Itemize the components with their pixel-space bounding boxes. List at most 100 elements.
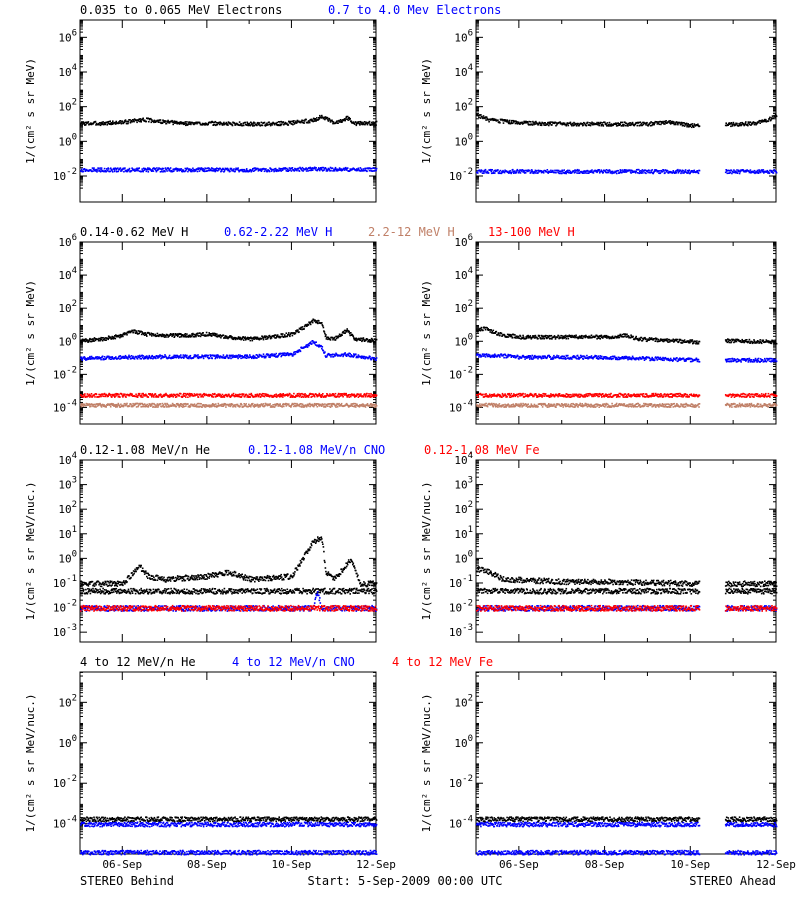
data-point (534, 169, 537, 172)
data-point (237, 337, 239, 340)
data-point (663, 120, 666, 123)
data-point (569, 170, 572, 173)
data-point (126, 170, 129, 173)
data-point (113, 336, 115, 338)
data-point (532, 120, 534, 123)
data-point (193, 122, 196, 124)
data-point (739, 122, 742, 124)
data-point (254, 122, 256, 124)
data-point (98, 356, 100, 358)
data-point (587, 170, 589, 172)
data-point (331, 120, 334, 123)
data-point (127, 330, 130, 333)
data-point (182, 395, 184, 398)
data-point (335, 335, 337, 338)
data-point (101, 393, 104, 395)
data-point (241, 124, 244, 127)
data-point (184, 355, 186, 357)
data-point (276, 335, 278, 337)
data-point (137, 119, 139, 121)
data-point (345, 329, 348, 332)
data-point (154, 120, 156, 122)
data-point (626, 123, 629, 126)
data-point (139, 355, 142, 358)
data-point (320, 167, 322, 169)
data-point (574, 169, 576, 171)
data-point (587, 121, 589, 124)
data-point (138, 356, 140, 358)
data-point (531, 124, 534, 126)
data-point (373, 170, 375, 172)
data-point (353, 338, 356, 341)
data-point (557, 169, 560, 172)
data-point (185, 356, 188, 358)
data-point (686, 125, 688, 128)
data-point (93, 169, 96, 172)
data-point (244, 354, 247, 356)
data-point (231, 336, 233, 338)
data-point (592, 122, 594, 124)
data-point (672, 122, 675, 125)
data-point (273, 123, 276, 126)
data-point (164, 170, 166, 173)
data-point (252, 402, 254, 405)
data-point (561, 123, 564, 125)
data-point (478, 116, 480, 118)
data-point (151, 402, 154, 405)
data-point (755, 123, 757, 126)
data-point (286, 122, 288, 125)
data-point (176, 335, 179, 338)
data-point (317, 168, 320, 171)
data-point (178, 332, 180, 335)
data-point (634, 170, 636, 173)
data-point (535, 172, 537, 174)
data-point (280, 120, 282, 123)
data-point (136, 121, 138, 124)
data-point (750, 123, 753, 126)
data-point (367, 340, 369, 343)
data-point (148, 332, 151, 335)
data-point (256, 357, 258, 359)
data-point (152, 167, 154, 170)
data-point (370, 358, 373, 361)
data-point (193, 170, 195, 173)
data-point (623, 169, 626, 171)
data-point (129, 331, 132, 334)
data-point (119, 358, 121, 360)
data-point (749, 171, 751, 173)
data-point (586, 172, 588, 174)
legend-label: 0.035 to 0.065 MeV Electrons (80, 3, 282, 17)
data-point (748, 122, 750, 124)
data-point (188, 121, 190, 123)
data-point (363, 169, 366, 172)
data-point (771, 115, 774, 117)
data-point (494, 172, 496, 174)
data-point (511, 171, 513, 174)
data-point (761, 120, 764, 123)
data-point (311, 169, 314, 171)
data-point (343, 118, 346, 120)
data-point (348, 331, 350, 333)
data-point (519, 172, 522, 174)
data-point (617, 123, 620, 125)
data-point (221, 170, 223, 172)
data-point (528, 120, 531, 123)
data-point (651, 121, 653, 124)
data-point (625, 122, 628, 125)
data-point (282, 333, 284, 335)
data-point (122, 355, 125, 358)
data-point (313, 120, 316, 122)
data-point (207, 167, 209, 169)
data-point (540, 123, 542, 125)
data-point (136, 168, 139, 171)
data-point (191, 333, 193, 335)
data-point (215, 356, 217, 358)
data-point (264, 335, 266, 337)
data-point (565, 123, 567, 126)
data-point (658, 170, 661, 172)
data-point (360, 168, 363, 170)
data-point (639, 121, 642, 123)
data-point (96, 171, 98, 173)
data-point (773, 115, 776, 117)
data-point (329, 339, 332, 341)
